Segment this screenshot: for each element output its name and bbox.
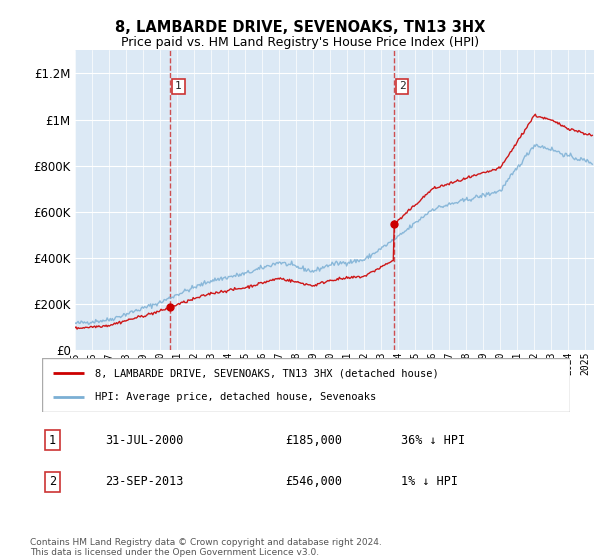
Text: 8, LAMBARDE DRIVE, SEVENOAKS, TN13 3HX (detached house): 8, LAMBARDE DRIVE, SEVENOAKS, TN13 3HX (…: [95, 368, 439, 379]
Text: Contains HM Land Registry data © Crown copyright and database right 2024.
This d: Contains HM Land Registry data © Crown c…: [30, 538, 382, 557]
Text: HPI: Average price, detached house, Sevenoaks: HPI: Average price, detached house, Seve…: [95, 391, 376, 402]
Text: 1% ↓ HPI: 1% ↓ HPI: [401, 475, 458, 488]
Text: 1: 1: [49, 434, 56, 447]
Text: £546,000: £546,000: [285, 475, 342, 488]
Text: Price paid vs. HM Land Registry's House Price Index (HPI): Price paid vs. HM Land Registry's House …: [121, 36, 479, 49]
Text: 36% ↓ HPI: 36% ↓ HPI: [401, 434, 465, 447]
Text: 2: 2: [49, 475, 56, 488]
Text: 1: 1: [175, 81, 182, 91]
Text: 2: 2: [399, 81, 406, 91]
Text: 23-SEP-2013: 23-SEP-2013: [106, 475, 184, 488]
Text: £185,000: £185,000: [285, 434, 342, 447]
Text: 31-JUL-2000: 31-JUL-2000: [106, 434, 184, 447]
Text: 8, LAMBARDE DRIVE, SEVENOAKS, TN13 3HX: 8, LAMBARDE DRIVE, SEVENOAKS, TN13 3HX: [115, 20, 485, 35]
